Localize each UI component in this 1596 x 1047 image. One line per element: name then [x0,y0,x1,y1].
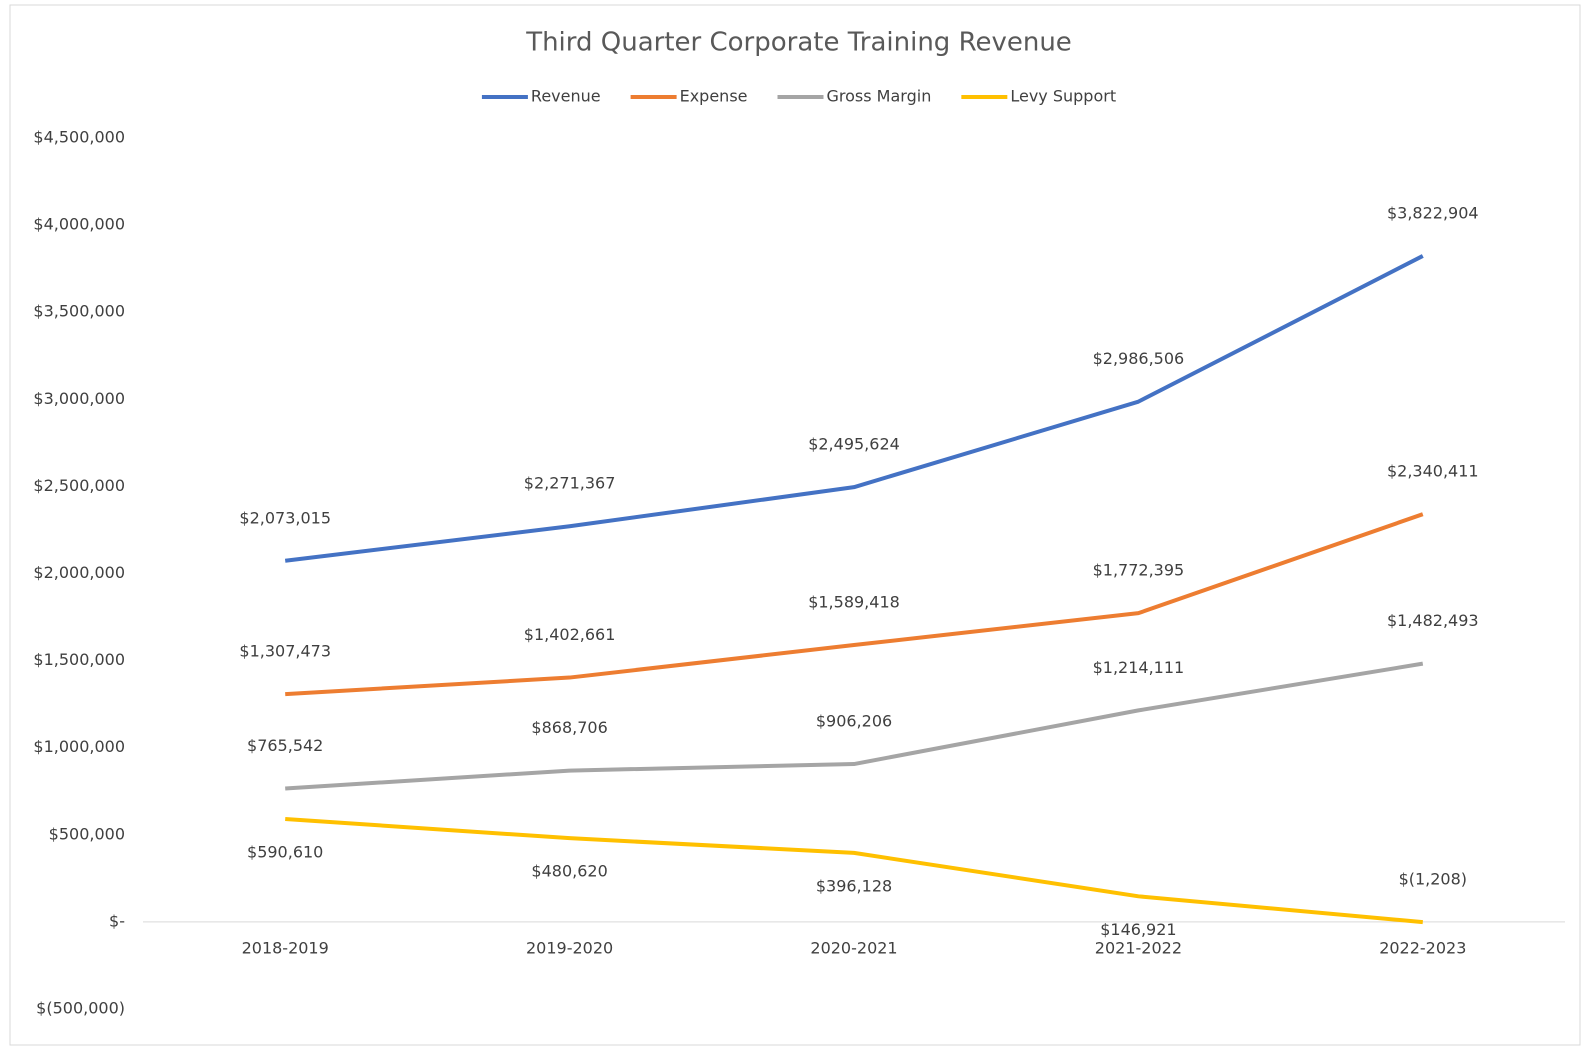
x-tick-label: 2018-2019 [242,938,329,957]
legend-label: Levy Support [1010,87,1116,106]
data-label: $1,402,661 [524,625,616,644]
y-tick-label: $1,000,000 [33,737,125,756]
x-tick-label: 2020-2021 [810,938,897,957]
data-label: $(1,208) [1399,870,1467,889]
data-label: $868,706 [531,718,607,737]
legend: Revenue Expense Gross Margin Levy Support [481,87,1116,106]
data-label: $396,128 [816,876,892,895]
data-label: $480,620 [531,862,607,881]
legend-label: Revenue [531,87,601,106]
data-label: $1,482,493 [1387,611,1479,630]
data-label: $2,271,367 [524,474,616,493]
x-tick-label: 2022-2023 [1379,938,1466,957]
y-tick-label: $2,000,000 [33,563,125,582]
legend-label: Gross Margin [827,87,932,106]
chart-title: Third Quarter Corporate Training Revenue [525,28,1072,58]
chart-border [9,4,1581,1046]
y-tick-label: $3,000,000 [33,389,125,408]
data-label: $765,542 [247,736,323,755]
data-label: $2,073,015 [239,508,331,527]
y-tick-label: $1,500,000 [33,650,125,669]
data-label: $2,986,506 [1093,349,1185,368]
series-line [284,254,1424,563]
y-tick-label: $2,500,000 [33,476,125,495]
y-tick-label: $4,000,000 [33,215,125,234]
y-tick-label: $500,000 [49,824,125,843]
x-tick-label: 2021-2022 [1095,938,1182,957]
x-tick-label: 2019-2020 [526,938,613,957]
data-label: $2,495,624 [808,435,900,454]
y-tick-label: $- [109,911,125,930]
data-label: $1,307,473 [239,642,331,661]
y-tick-label: $3,500,000 [33,302,125,321]
legend-label: Expense [680,87,748,106]
data-label: $2,340,411 [1387,462,1479,481]
data-label: $1,772,395 [1093,561,1185,580]
series-line [285,661,1424,791]
y-tick-label: $4,500,000 [33,128,125,147]
data-label: $1,589,418 [808,593,900,612]
data-label: $906,206 [816,712,892,731]
data-label: $146,921 [1100,920,1176,939]
data-label: $1,214,111 [1093,658,1185,677]
data-label: $3,822,904 [1387,203,1479,222]
y-tick-label: $(500,000) [36,999,125,1018]
data-label: $590,610 [247,843,323,862]
series-line [285,817,1423,925]
series-line [285,512,1424,697]
